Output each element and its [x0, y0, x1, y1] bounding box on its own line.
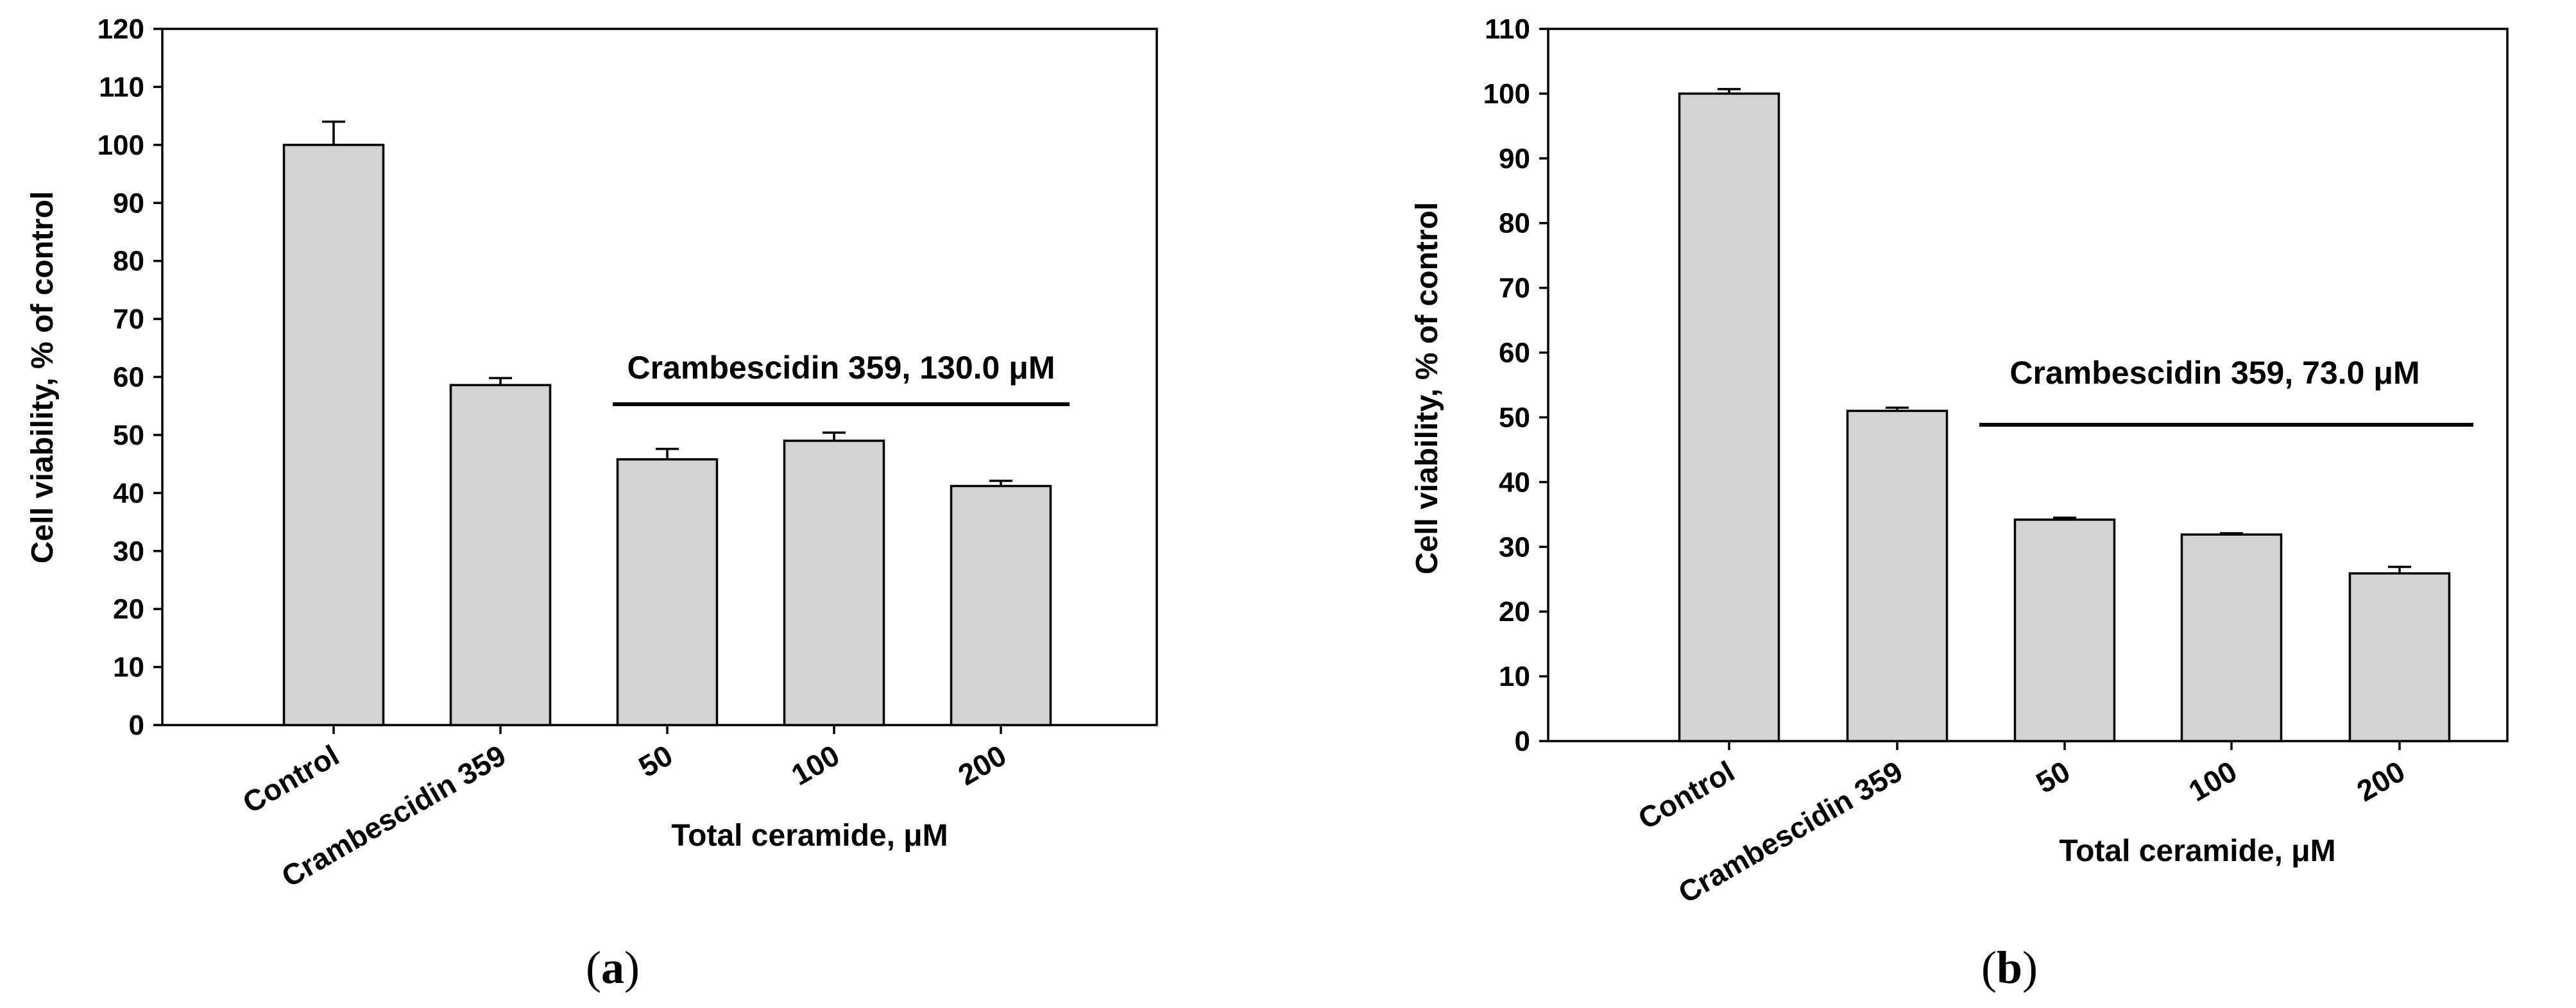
y-tick-label: 0 [129, 710, 144, 741]
bar-1 [282, 144, 385, 726]
panel-b: 0 10 20 30 40 50 60 70 80 90 100 110 Control Crambes… [1410, 13, 2509, 993]
x-category-label: 100 [786, 739, 845, 792]
bar-5 [950, 484, 1052, 726]
x-category-label: 50 [2031, 755, 2076, 800]
y-tick-label: 40 [1499, 466, 1530, 498]
y-tick-label: 100 [1483, 78, 1530, 110]
panel-b-x-axis-title: Total ceramide, μM [2059, 834, 2335, 868]
bar-4 [2180, 533, 2283, 742]
panel-b-annotation: Crambescidin 359, 73.0 μM [2009, 355, 2419, 391]
y-tick-label: 70 [1499, 273, 1530, 304]
bar-3 [616, 458, 719, 726]
y-tick-label: 90 [1499, 143, 1530, 175]
bar-1 [1678, 92, 1780, 742]
bar-2 [1846, 409, 1949, 742]
panel-b-label: (b) [1981, 942, 2038, 993]
y-tick-label: 0 [1515, 726, 1530, 757]
panel-a-x-axis-title: Total ceramide, μM [671, 819, 948, 853]
panel-b-label-close: ) [2022, 942, 2038, 993]
bar-4 [783, 440, 885, 726]
panel-a-label: (a) [586, 942, 640, 993]
x-category-label: Control [1632, 755, 1740, 836]
panel-b-bars [1678, 88, 2451, 750]
y-tick-label: 30 [1499, 531, 1530, 563]
y-tick-label: 110 [99, 71, 144, 103]
y-tick-label: 50 [1499, 402, 1530, 433]
y-tick-label: 40 [113, 477, 144, 509]
panel-b-label-open: ( [1981, 942, 1997, 993]
y-tick-label: 20 [113, 594, 144, 625]
y-tick-label: 60 [113, 362, 144, 393]
panel-a-annotation: Crambescidin 359, 130.0 μM [627, 350, 1055, 386]
y-tick-label: 70 [113, 303, 144, 335]
y-tick-label: 110 [1485, 13, 1530, 45]
y-tick-label: 120 [98, 13, 144, 45]
x-category-label: 200 [2351, 755, 2410, 808]
panel-a-label-letter: a [601, 942, 624, 993]
y-tick-label: 80 [113, 246, 144, 277]
bar-5 [2348, 572, 2451, 742]
y-tick-label: 10 [1499, 661, 1530, 692]
panel-b-y-ticks: 0 10 20 30 40 50 60 70 80 90 100 110 [1483, 13, 1548, 757]
panel-a-bars [282, 120, 1052, 734]
panel-b-label-letter: b [1997, 942, 2022, 993]
y-tick-label: 30 [113, 536, 144, 567]
panel-a-y-axis-title: Cell viability, % of control [26, 191, 60, 564]
y-tick-label: 10 [113, 652, 144, 683]
panel-a: 0 10 20 30 40 50 60 70 80 90 100 110 120 Control Cram… [26, 13, 1158, 993]
panel-a-label-close: ) [624, 942, 640, 993]
y-tick-label: 100 [98, 130, 144, 161]
x-category-label: 200 [953, 739, 1012, 792]
x-category-label: 50 [633, 739, 678, 784]
y-tick-label: 50 [113, 420, 144, 451]
y-tick-label: 90 [113, 187, 144, 219]
panel-b-y-axis-title: Cell viability, % of control [1410, 202, 1444, 575]
y-tick-label: 60 [1499, 337, 1530, 369]
x-category-label: Control [237, 739, 345, 820]
y-tick-label: 20 [1499, 596, 1530, 628]
panel-a-y-ticks: 0 10 20 30 40 50 60 70 80 90 100 110 120 [98, 13, 162, 741]
y-tick-label: 80 [1499, 208, 1530, 239]
bar-2 [449, 384, 552, 726]
x-category-label: 100 [2183, 755, 2242, 808]
bar-3 [2013, 518, 2116, 742]
panel-a-label-open: ( [586, 942, 601, 993]
